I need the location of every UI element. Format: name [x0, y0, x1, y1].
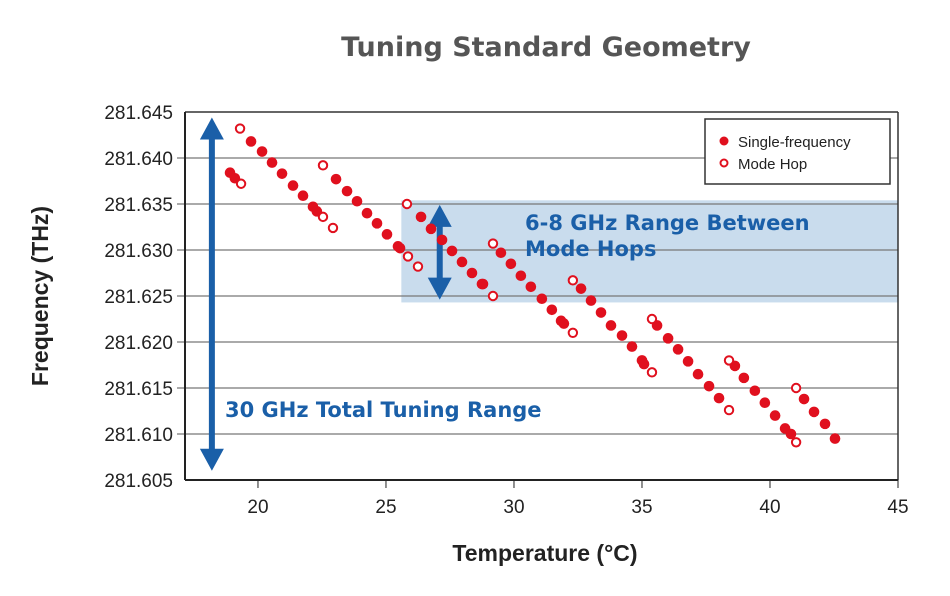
y-tick-label: 281.605: [104, 471, 173, 492]
point-single-frequency: [626, 341, 638, 352]
point-mode-hop: [790, 437, 802, 448]
x-tick-label: 30: [503, 497, 524, 518]
point-single-frequency: [703, 380, 715, 392]
point-mode-hop: [401, 198, 413, 210]
x-tick-label: 40: [759, 497, 780, 518]
x-tick-label: 45: [887, 497, 908, 518]
point-single-frequency: [415, 211, 427, 223]
chart-title: Tuning Standard Geometry: [341, 32, 751, 63]
total-range-label: 30 GHz Total Tuning Range: [225, 398, 542, 422]
point-single-frequency: [495, 247, 507, 259]
point-single-frequency: [477, 278, 489, 290]
point-mode-hop: [235, 178, 247, 189]
point-single-frequency: [381, 229, 393, 240]
point-mode-hop: [723, 355, 735, 366]
point-single-frequency: [616, 330, 628, 341]
point-single-frequency: [558, 318, 570, 329]
point-single-frequency: [585, 295, 597, 306]
point-single-frequency: [361, 207, 373, 219]
y-tick-label: 281.625: [104, 287, 173, 308]
y-tick-label: 281.640: [104, 149, 173, 170]
point-mode-hop: [567, 275, 579, 286]
mode-hop-range-label-line1: 6-8 GHz Range Between: [525, 211, 810, 235]
mode-hop-range-arrow-head-up: [427, 204, 452, 227]
point-single-frequency: [672, 344, 684, 355]
point-single-frequency: [297, 190, 309, 202]
point-single-frequency: [662, 333, 674, 344]
point-single-frequency: [595, 307, 607, 318]
point-single-frequency: [605, 320, 617, 331]
point-single-frequency: [256, 146, 268, 157]
legend-label-mode-hop: Mode Hop: [738, 156, 807, 173]
x-tick-label: 25: [375, 497, 396, 518]
total-range-arrow-head-up: [199, 117, 224, 140]
point-mode-hop: [327, 222, 339, 234]
point-single-frequency: [546, 304, 558, 316]
point-mode-hop: [402, 251, 414, 262]
point-mode-hop: [790, 382, 802, 394]
point-single-frequency: [575, 283, 587, 294]
point-single-frequency: [536, 293, 548, 305]
point-single-frequency: [682, 356, 694, 367]
legend-marker-mode-hop: [719, 158, 729, 168]
point-single-frequency: [341, 185, 353, 197]
y-tick-label: 281.645: [104, 103, 173, 124]
y-tick-label: 281.610: [104, 425, 173, 446]
point-mode-hop: [567, 327, 579, 338]
legend-label-single-frequency: Single-frequency: [738, 134, 851, 151]
point-single-frequency: [351, 195, 363, 207]
point-single-frequency: [785, 428, 797, 440]
point-mode-hop: [487, 238, 499, 249]
legend: Single-frequency Mode Hop: [704, 118, 891, 185]
point-single-frequency: [515, 270, 527, 282]
point-mode-hop: [487, 290, 499, 302]
mode-hop-range-label-line2: Mode Hops: [525, 237, 656, 261]
point-single-frequency: [505, 258, 517, 270]
point-single-frequency: [446, 245, 458, 257]
point-single-frequency: [819, 418, 831, 430]
point-single-frequency: [266, 157, 278, 168]
point-single-frequency: [466, 267, 478, 279]
point-single-frequency: [829, 433, 841, 444]
point-single-frequency: [394, 242, 406, 254]
point-mode-hop: [317, 211, 329, 223]
point-mode-hop: [317, 160, 329, 171]
point-single-frequency: [330, 173, 342, 185]
point-single-frequency: [713, 392, 725, 404]
x-tick-label: 35: [631, 497, 652, 518]
x-tick-label: 20: [247, 497, 268, 518]
x-axis-label: Temperature (°C): [452, 540, 637, 566]
point-single-frequency: [287, 180, 299, 191]
point-single-frequency: [525, 281, 537, 293]
point-mode-hop: [412, 261, 424, 272]
point-single-frequency: [798, 393, 810, 405]
point-single-frequency: [692, 368, 704, 380]
point-single-frequency: [436, 234, 448, 246]
y-tick-label: 281.630: [104, 241, 173, 262]
point-single-frequency: [738, 372, 750, 384]
legend-box: [704, 118, 891, 185]
point-single-frequency: [371, 218, 383, 229]
point-single-frequency: [456, 256, 468, 268]
point-single-frequency: [638, 358, 650, 370]
point-mode-hop: [723, 404, 735, 416]
point-single-frequency: [425, 223, 437, 235]
point-mode-hop: [646, 313, 658, 325]
y-tick-label: 281.620: [104, 333, 173, 354]
point-single-frequency: [769, 410, 781, 421]
point-single-frequency: [749, 385, 761, 397]
total-range-arrow-head-down: [199, 448, 224, 471]
y-axis-label: Frequency (THz): [27, 206, 53, 386]
legend-marker-single-frequency: [719, 136, 729, 146]
point-mode-hop: [646, 367, 658, 378]
point-single-frequency: [245, 136, 257, 147]
y-tick-label: 281.615: [104, 379, 173, 400]
y-tick-label: 281.635: [104, 195, 173, 216]
point-mode-hop: [234, 123, 246, 134]
point-single-frequency: [808, 406, 820, 418]
mode-hop-range-arrow-head-down: [427, 277, 452, 300]
point-single-frequency: [759, 397, 771, 409]
point-single-frequency: [276, 168, 288, 179]
